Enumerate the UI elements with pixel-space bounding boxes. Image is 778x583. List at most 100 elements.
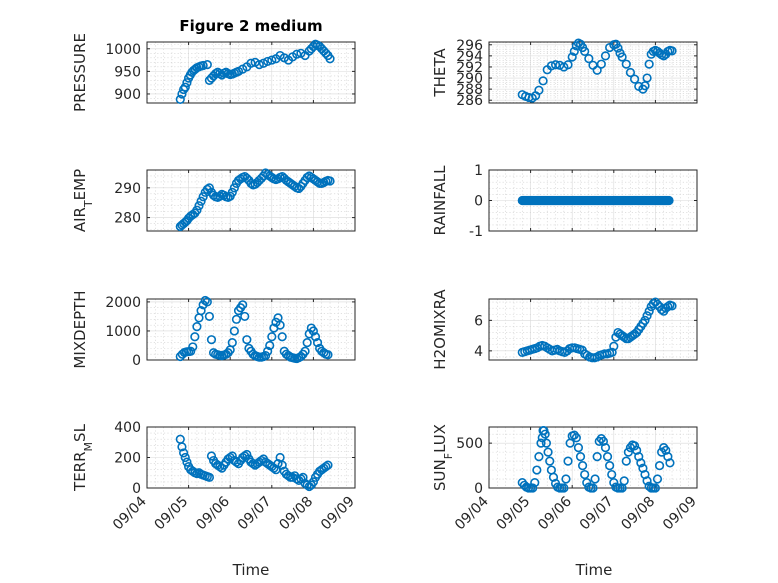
panel-h2omixra-point: [607, 347, 617, 357]
panel-air-temp-point: [196, 196, 206, 206]
panel-sun-flux-point: [590, 474, 600, 484]
panel-theta-point: [600, 51, 611, 61]
panel-sun-flux-point: [561, 474, 571, 484]
panel-sun-flux-point: [532, 465, 542, 475]
panel-air-temp-axes-border: [146, 169, 356, 232]
panel-terr-msl-point: [298, 472, 308, 482]
panel-h2omixra-point: [644, 306, 654, 316]
panel-sun-flux-point: [571, 433, 581, 443]
panel-mixdepth-point: [242, 335, 252, 345]
panel-air-temp-point: [229, 183, 239, 193]
panel-theta-point: [629, 74, 640, 84]
panel-mixdepth-point: [275, 320, 285, 330]
panel-theta-ytick-label: 290: [456, 71, 483, 87]
panel-mixdepth-point: [300, 346, 310, 356]
panel-sun-flux-point: [602, 452, 613, 462]
panel-terr-msl-point: [248, 459, 258, 469]
panel-air-temp-point: [325, 176, 335, 186]
panel-mixdepth-point: [190, 332, 200, 342]
panel-theta-point: [596, 59, 606, 69]
panel-terr-msl-point: [277, 460, 287, 470]
panel-h2omixra: 4 6 H2OMIXRA: [431, 289, 698, 370]
panel-mixdepth: 0 1000 2000 MIXDEPTH: [71, 290, 356, 369]
panel-air-temp-point: [246, 178, 256, 188]
panel-sun-flux-point: [575, 452, 586, 462]
panel-h2omixra-ylabel: H2OMIXRA: [431, 289, 449, 370]
panel-terr-msl-point: [204, 472, 214, 482]
panel-mixdepth-point: [323, 350, 333, 360]
panel-theta-point: [538, 76, 548, 86]
panel-mixdepth-ytick-label: 1000: [105, 324, 141, 340]
panel-rainfall-ytick-label: 0: [474, 194, 483, 210]
panel-pressure-point: [308, 41, 319, 52]
panel-sun-flux-point: [541, 438, 552, 448]
panel-pressure-point: [325, 54, 335, 64]
panel-mixdepth-point: [206, 335, 217, 345]
panel-pressure-point: [254, 59, 264, 70]
panel-sun-flux-point: [543, 447, 553, 457]
panel-mixdepth-ytick-label: 0: [132, 353, 141, 369]
panel-h2omixra-point: [640, 315, 650, 325]
panel-sun-flux-point: [545, 456, 555, 466]
panel-pressure-point: [292, 49, 302, 59]
panel-theta-ytick-label: 296: [456, 38, 483, 54]
panel-mixdepth-point: [196, 306, 206, 316]
panel-pressure-point: [202, 59, 212, 70]
panel-mixdepth-point: [302, 337, 312, 348]
panel-sun-flux-point: [600, 443, 611, 453]
panel-terr-msl-point: [321, 462, 331, 472]
panel-pressure-point: [258, 58, 269, 68]
panel-h2omixra-ytick-label: 6: [474, 313, 483, 329]
panel-sun-flux-point: [577, 460, 588, 471]
panel-terr-msl-point: [271, 465, 281, 475]
panel-air-temp-point: [302, 172, 312, 183]
panel-sun-flux-point: [559, 483, 569, 493]
panel-terr-msl-point: [180, 452, 190, 463]
panel-air-temp: 280 290 AIRTEMP: [71, 168, 356, 232]
panel-sun-flux-point: [652, 474, 663, 484]
panel-sun-flux-point: [536, 438, 546, 448]
panel-terr-msl-ytick-label: 0: [132, 481, 141, 497]
panel-mixdepth-axes-border: [146, 298, 356, 361]
panel-sun-flux-point: [592, 452, 602, 462]
panel-theta-point: [580, 46, 590, 57]
panel-pressure-ytick-label: 950: [114, 64, 141, 80]
panel-sun-flux-point: [654, 460, 665, 471]
panel-air-temp-point: [192, 205, 202, 215]
panel-sun-flux-point: [534, 452, 544, 462]
panel-terr-msl-point: [206, 451, 217, 461]
panel-pressure-point: [263, 56, 273, 67]
panel-sun-flux-point: [573, 443, 584, 453]
panel-theta-point: [644, 59, 654, 69]
panel-air-temp-ylabel: AIRTEMP: [71, 169, 95, 232]
panel-mixdepth-point: [312, 337, 323, 348]
panel-theta-point: [592, 65, 602, 75]
panel-mixdepth-point: [277, 332, 287, 342]
panel-mixdepth-ylabel: MIXDEPTH: [71, 290, 89, 368]
panel-sun-flux-point: [644, 481, 654, 491]
panel-theta-axes-border: [488, 41, 698, 104]
panel-mixdepth-point: [265, 340, 275, 351]
panel-terr-msl-point: [231, 457, 242, 467]
panel-pressure-point: [175, 94, 185, 104]
panel-h2omixra-point: [619, 332, 629, 342]
panel-sun-flux-ytick-label: 0: [474, 481, 483, 497]
panel-sun-flux-point: [540, 429, 550, 439]
panel-pressure-ytick-label: 900: [114, 87, 141, 103]
panel-theta-point: [613, 43, 623, 53]
panel-sun-flux-ytick-label: 500: [456, 436, 483, 452]
panel-sun-flux-point: [650, 483, 661, 493]
panel-theta-point: [584, 54, 594, 64]
panel-mixdepth-point: [267, 332, 277, 342]
panel-terr-msl-point: [179, 448, 189, 458]
panel-pressure-point: [267, 55, 277, 65]
panel-pressure-ylabel: PRESSURE: [71, 33, 89, 112]
panel-theta-point: [625, 67, 636, 78]
panel-theta-ytick-label: 288: [456, 82, 483, 98]
panel-mixdepth-point: [260, 351, 271, 361]
panel-rainfall-ylabel: RAINFALL: [431, 165, 449, 236]
panel-pressure-ytick-label: 1000: [105, 42, 141, 58]
panel-h2omixra-point: [663, 302, 673, 312]
panel-theta-point: [642, 73, 652, 83]
